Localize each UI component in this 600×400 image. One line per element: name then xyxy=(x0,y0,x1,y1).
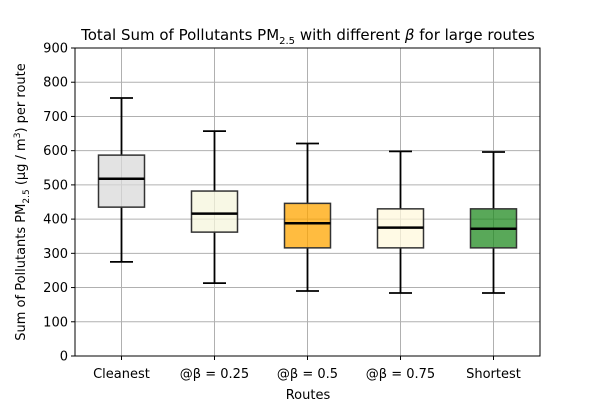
chart-title: Total Sum of Pollutants PM2.5 with diffe… xyxy=(80,26,535,47)
y-tick-label: 900 xyxy=(43,42,68,57)
x-axis-ticks: Cleanest @β = 0.25 @β = 0.5 @β = 0.75 Shorte… xyxy=(93,356,521,382)
y-tick-label: 300 xyxy=(43,247,68,262)
x-tick-label: Cleanest xyxy=(93,367,150,382)
y-tick-label: 0 xyxy=(60,350,68,365)
y-tick-label: 500 xyxy=(43,178,68,193)
box-1 xyxy=(190,130,239,285)
x-tick-label: @β = 0.75 xyxy=(366,367,435,382)
y-tick-label: 700 xyxy=(43,110,68,125)
y-tick-label: 800 xyxy=(43,76,68,91)
y-tick-label: 400 xyxy=(43,213,68,228)
box-2 xyxy=(283,142,332,292)
x-axis-label: Routes xyxy=(286,388,331,400)
iqr-box xyxy=(190,190,239,233)
iqr-box xyxy=(283,202,332,249)
y-tick-label: 100 xyxy=(43,315,68,330)
box-0 xyxy=(97,97,146,263)
box-plots xyxy=(97,97,518,294)
y-tick-label: 200 xyxy=(43,281,68,296)
x-tick-label: Shortest xyxy=(466,367,521,382)
y-tick-label: 600 xyxy=(43,144,68,159)
y-axis-label: Sum of Pollutants PM2.5 (μg / m3) per ro… xyxy=(13,63,32,341)
x-tick-label: @β = 0.5 xyxy=(277,367,338,382)
box-3 xyxy=(376,150,425,294)
iqr-box xyxy=(97,154,146,208)
x-tick-label: @β = 0.25 xyxy=(180,367,249,382)
y-axis-ticks: 0 100 200 300 400 500 600 700 800 900 xyxy=(43,42,75,365)
box-4 xyxy=(469,151,518,294)
